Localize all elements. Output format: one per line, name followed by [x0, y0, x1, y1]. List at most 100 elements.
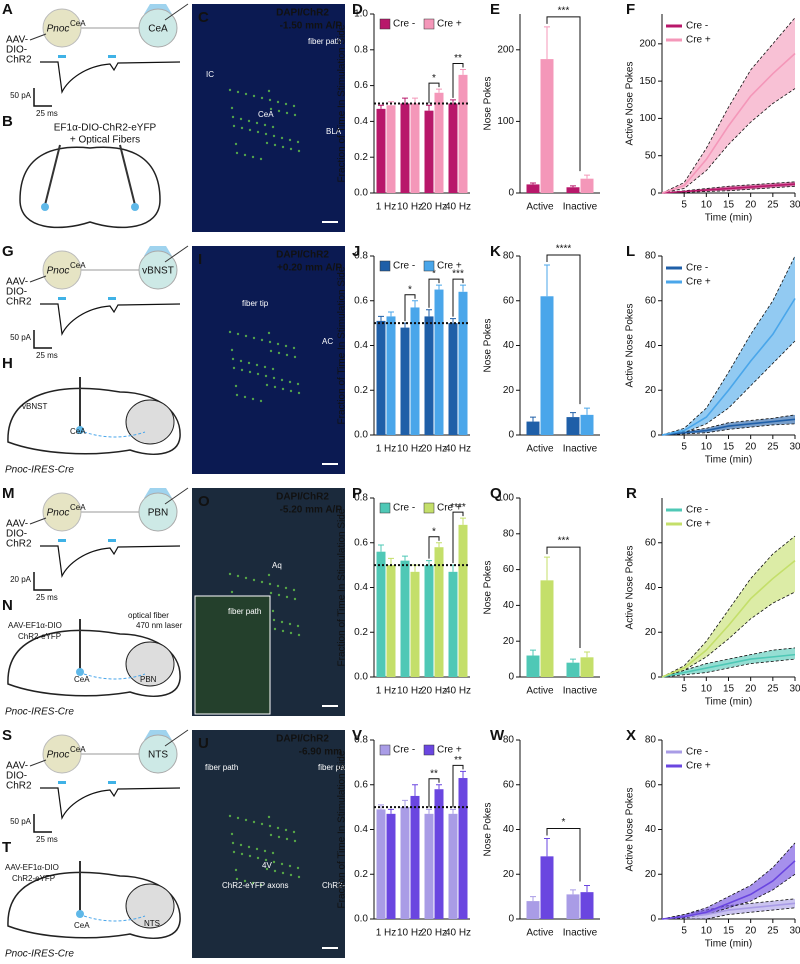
error-bar — [402, 799, 408, 808]
micrograph — [192, 730, 345, 958]
signal — [255, 847, 259, 851]
signal — [243, 153, 247, 157]
panel-letter: I — [198, 251, 202, 268]
signal — [236, 90, 240, 94]
band — [662, 536, 795, 677]
legend-label: Cre - — [393, 19, 415, 30]
legend-label: Cre - — [393, 261, 415, 272]
x-axis-title: Time (min) — [705, 213, 752, 224]
sig-label: *** — [558, 6, 570, 17]
x-tick-label: 30 — [789, 684, 800, 695]
signal — [284, 102, 288, 106]
panel-letter: C — [198, 9, 209, 26]
stain-a: DAPI — [276, 250, 300, 261]
coronal-brain — [19, 146, 161, 229]
y-tick-label: 20 — [645, 385, 657, 396]
error-bar — [412, 300, 418, 308]
image-label: IC — [206, 70, 214, 79]
signal — [288, 138, 292, 142]
coord: -6.90 mm — [299, 747, 342, 758]
y-tick-label: 40 — [503, 824, 515, 835]
y-tick-label: 60 — [503, 564, 515, 575]
signal — [228, 88, 232, 92]
panel-letter: O — [198, 493, 210, 510]
signal — [296, 624, 300, 628]
vector-label: AAV- — [6, 519, 28, 530]
stim-mark — [108, 55, 116, 58]
mean-line — [661, 860, 796, 920]
signal — [280, 136, 284, 140]
signal — [231, 841, 235, 845]
panel-letter: E — [490, 1, 500, 18]
bar — [386, 565, 396, 677]
y-tick-label: 200 — [497, 44, 514, 55]
vector-label: DIO- — [6, 287, 27, 298]
x-tick-label: 15 — [723, 200, 735, 211]
error-bar — [570, 889, 576, 895]
x-tick-label: Inactive — [563, 928, 598, 939]
signal — [264, 858, 268, 862]
signal — [272, 376, 276, 380]
legend-label: Cre - — [686, 263, 708, 274]
image-label: Aq — [272, 561, 282, 570]
signal — [280, 862, 284, 866]
error-bar — [436, 784, 442, 790]
y-axis-title: Fraction of Time In Stimulation Side — [337, 266, 348, 424]
sig-bracket — [404, 294, 416, 322]
signal — [272, 134, 276, 138]
scale-bar — [33, 330, 52, 349]
diagram-label: NTS — [144, 919, 160, 928]
x-tick-label: 20 Hz — [421, 686, 447, 697]
y-tick-label: 0.2 — [354, 869, 368, 880]
sig-bracket — [452, 764, 464, 808]
legend-label: Cre + — [686, 761, 711, 772]
image-label: CeA — [258, 110, 274, 119]
source-label: Pnoc — [47, 508, 70, 519]
sig-label: * — [408, 284, 412, 295]
stim-mark — [58, 539, 66, 542]
error-bar — [412, 784, 418, 796]
vector-label: ChR2 — [6, 55, 32, 66]
signal — [230, 348, 234, 352]
y-axis-title: Nose Pokes — [483, 803, 494, 857]
bar — [580, 414, 594, 435]
signal — [284, 344, 288, 348]
y-tick-label: 0.4 — [354, 582, 368, 593]
signal — [268, 98, 272, 102]
y-tick-label: 60 — [645, 779, 657, 790]
signal — [265, 867, 269, 871]
signal — [259, 883, 263, 887]
x-tick-label: Active — [526, 928, 554, 939]
y-tick-label: 0.8 — [354, 493, 368, 504]
signal — [230, 832, 234, 836]
error-bar — [402, 97, 408, 104]
bar — [448, 813, 458, 919]
signal — [247, 119, 251, 123]
signal — [284, 828, 288, 832]
cerebellum — [125, 399, 175, 445]
panel-letter: B — [2, 113, 13, 130]
source-neuron — [42, 492, 82, 532]
signal — [240, 368, 244, 372]
sig-label: ** — [454, 755, 462, 766]
signal — [248, 370, 252, 374]
sig-bracket — [546, 827, 581, 882]
y-tick-label: 40 — [503, 340, 515, 351]
x-tick-label: 10 — [701, 684, 713, 695]
signal — [256, 856, 260, 860]
y-tick-label: 80 — [503, 251, 515, 262]
stain-b: /ChR2 — [300, 492, 329, 503]
y-tick-label: 80 — [503, 735, 515, 746]
diagram-label: ChR2-eYFP — [12, 874, 55, 883]
image-label: BLA — [326, 127, 342, 136]
y-axis-title: Nose Pokes — [483, 561, 494, 615]
y-axis-title: Fraction of Time In Stimulation Side — [337, 750, 348, 908]
error-bar — [570, 658, 576, 663]
signal — [288, 864, 292, 868]
signal — [276, 826, 280, 830]
vector-label: DIO- — [6, 45, 27, 56]
x-tick-label: 20 — [745, 926, 757, 937]
bar — [448, 103, 458, 193]
signal — [297, 633, 301, 637]
target-label: PBN — [148, 508, 169, 519]
